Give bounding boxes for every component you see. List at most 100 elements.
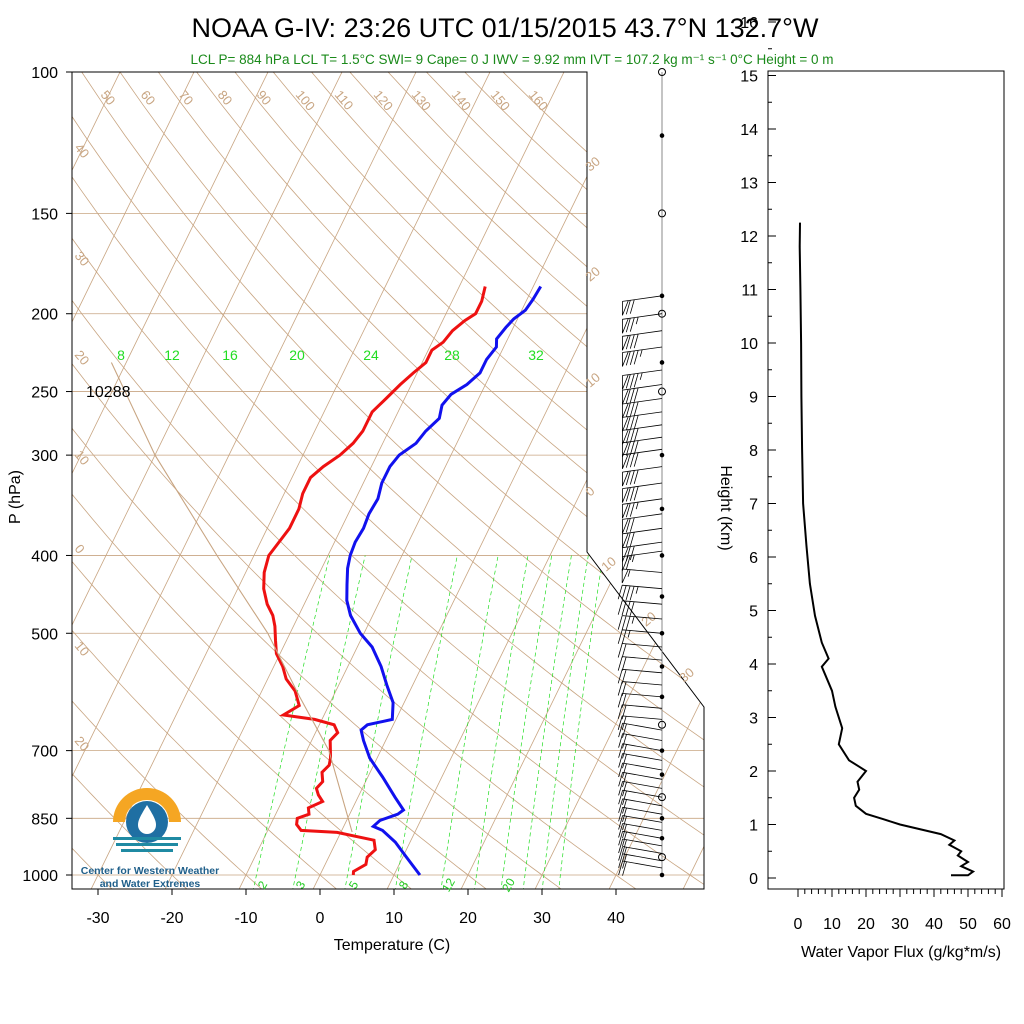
barb-level-marker-9 <box>659 553 665 558</box>
logo-text-line2: and Water Extremes <box>100 878 201 890</box>
wind-barb-7 <box>622 411 663 432</box>
isotherm-18 <box>756 35 1024 892</box>
dry-adiabat-13 <box>72 72 704 889</box>
mixing-ratio-bottom-label-4: 12 <box>439 875 458 894</box>
mixing-ratio-label-4: 24 <box>363 347 379 363</box>
isotherm-6 <box>72 72 287 889</box>
wind-barb-20 <box>617 600 663 616</box>
logo-droplet <box>138 805 156 834</box>
mixing-ratio-label-5: 28 <box>444 347 460 363</box>
chart-subtitle: LCL P= 884 hPa LCL T= 1.5°C SWI= 9 Cape=… <box>191 52 834 67</box>
isotherm-label-4: 90 <box>254 87 275 108</box>
wind-barb-46 <box>618 860 663 876</box>
barb-level-marker-0 <box>658 68 666 76</box>
barb-level-marker-7 <box>659 452 665 458</box>
skew-t-ticks: -30 -20 -10 0 10 20 30 401001502002503004005007… <box>22 65 625 927</box>
height-tick-label-5: 5 <box>749 604 758 621</box>
dry-adiabat-8 <box>72 72 641 889</box>
height-tick-label-14: 14 <box>740 122 758 139</box>
height-tick-label-12: 12 <box>740 229 758 246</box>
mixing-ratio-label-0: 8 <box>117 347 125 363</box>
wvf-tick-label-2: 20 <box>857 916 875 933</box>
dry-adiabat-9 <box>72 72 704 889</box>
height-tick-label-2: 2 <box>749 764 758 781</box>
height-tick-label-0: 0 <box>749 871 758 888</box>
dry-adiabat-7 <box>72 72 566 889</box>
isotherm-16 <box>607 72 704 889</box>
wind-barb-19 <box>617 584 663 601</box>
wind-barb-33 <box>618 753 663 769</box>
wind-barbs <box>617 68 666 878</box>
barb-level-marker-10 <box>659 594 665 599</box>
mixing-ratio-line-3 <box>394 555 458 889</box>
dry-adiabat-11 <box>72 72 704 889</box>
y-axis-title: P (hPa) <box>7 470 24 524</box>
wvf-x-axis-title: Water Vapor Flux (g/kg*m/s) <box>801 944 1001 961</box>
y-tick-label-4: 300 <box>31 448 58 465</box>
dewpoint-profile-line <box>345 285 542 876</box>
height-tick-label-16: 16 <box>740 15 758 32</box>
wind-barb-21 <box>617 615 663 631</box>
mixing-ratio-label-6: 32 <box>528 347 544 363</box>
x-tick-label-1: -20 <box>160 910 183 927</box>
mixing-ratio-line-1 <box>291 555 366 889</box>
right-edge-label-0: 30 <box>582 154 603 175</box>
dry-adiabat-22 <box>392 72 704 889</box>
isotherm-15 <box>533 72 704 889</box>
y-tick-label-1: 150 <box>31 206 58 223</box>
wind-barb-0 <box>622 295 663 316</box>
wvf-profile-line <box>798 222 976 877</box>
right-edge-label-3: 0 <box>582 483 597 499</box>
barb-level-marker-5 <box>659 360 665 365</box>
isotherm-8 <box>72 72 435 889</box>
dry-adiabat-label-0: 40 <box>72 140 93 161</box>
parcel-profile-line <box>110 362 353 833</box>
wind-barb-37 <box>618 789 663 806</box>
mixing-ratio-line-8 <box>541 555 589 889</box>
isotherm-label-9: 140 <box>449 87 474 113</box>
height-tick-label-6: 6 <box>749 550 758 567</box>
height-tick-label-11: 11 <box>741 283 758 300</box>
dry-adiabat-label-4: 0 <box>72 541 88 556</box>
right-edge-label-2: 10 <box>582 370 603 391</box>
wind-barb-14 <box>622 513 663 534</box>
isotherm-label-8: 130 <box>409 87 434 113</box>
right-edge-label-1: 20 <box>582 264 603 285</box>
wvf-tick-label-6: 60 <box>993 916 1011 933</box>
wind-barb-10 <box>622 448 663 469</box>
height-tick-label-9: 9 <box>749 390 758 407</box>
barb-level-marker-6 <box>658 387 666 396</box>
mixing-ratio-label-2: 16 <box>222 347 238 363</box>
wind-barb-3 <box>622 346 663 367</box>
dry-adiabat-18 <box>243 72 704 889</box>
height-tick-label-1: 1 <box>749 818 758 835</box>
x-tick-label-0: -30 <box>86 910 109 927</box>
logo-wave-3 <box>121 849 173 852</box>
wind-barb-36 <box>618 781 663 797</box>
y-tick-label-8: 850 <box>31 811 58 828</box>
y-tick-label-7: 700 <box>31 744 58 761</box>
mixing-ratio-label-1: 12 <box>164 347 180 363</box>
y-tick-label-9: 1000 <box>22 868 58 885</box>
dry-adiabat-16 <box>169 72 704 889</box>
mixing-ratio-line-9 <box>558 555 604 889</box>
barb-level-marker-21 <box>659 872 665 878</box>
height-tick-label-8: 8 <box>749 443 758 460</box>
mixing-ratio-line-4 <box>440 555 499 889</box>
wind-barb-41 <box>618 823 663 839</box>
logo-sun-arc <box>113 788 181 822</box>
wind-barb-24 <box>617 656 663 672</box>
isotherm-label-2: 70 <box>176 87 197 108</box>
y-tick-label-2: 200 <box>31 307 58 324</box>
mixing-ratio-line-6 <box>500 555 553 889</box>
dry-adiabat-10 <box>72 72 704 889</box>
x-tick-label-3: 0 <box>316 910 325 927</box>
x-tick-label-2: -10 <box>234 910 257 927</box>
isotherm-4 <box>72 72 139 889</box>
skew-t-labels: 50 60 70 80 90 100 110 120 130 140 150 160403020100… <box>72 87 697 894</box>
barb-level-marker-12 <box>659 664 665 669</box>
barb-level-marker-8 <box>659 506 665 512</box>
logo-wave-2 <box>116 843 178 846</box>
